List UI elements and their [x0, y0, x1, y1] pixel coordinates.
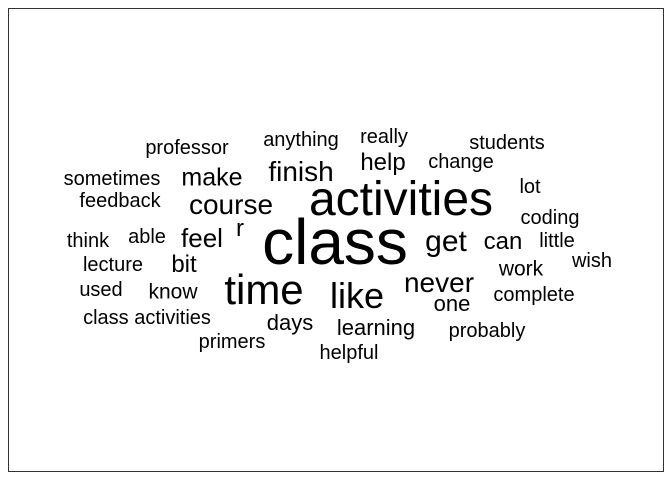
- cloud-word: make: [181, 163, 243, 192]
- cloud-word: used: [79, 279, 123, 301]
- plot-frame: [8, 8, 664, 472]
- cloud-word: get: [425, 225, 467, 258]
- cloud-word: never: [403, 267, 475, 298]
- cloud-word: wish: [571, 250, 613, 272]
- cloud-word: one: [433, 291, 471, 316]
- cloud-word: class: [262, 206, 408, 278]
- cloud-word: sometimes: [63, 168, 161, 190]
- cloud-word: think: [66, 230, 110, 252]
- cloud-word: finish: [268, 156, 334, 187]
- cloud-word: learning: [336, 315, 416, 340]
- cloud-word: little: [539, 230, 575, 252]
- cloud-word: professor: [145, 137, 229, 159]
- cloud-word: time: [224, 266, 304, 313]
- cloud-word: can: [483, 228, 523, 255]
- cloud-word: course: [188, 189, 274, 220]
- cloud-word: days: [266, 310, 314, 335]
- cloud-word: work: [498, 257, 544, 281]
- cloud-word: complete: [493, 284, 575, 306]
- cloud-word: feel: [181, 223, 223, 253]
- cloud-word: primers: [198, 331, 266, 353]
- cloud-word: r: [236, 215, 244, 242]
- cloud-word: anything: [263, 129, 339, 151]
- cloud-word: like: [329, 275, 385, 316]
- cloud-word: class activities: [83, 307, 211, 329]
- cloud-word: feedback: [79, 190, 161, 212]
- cloud-word: able: [128, 226, 166, 248]
- cloud-word: change: [428, 151, 494, 173]
- cloud-word: coding: [520, 207, 580, 229]
- cloud-word: lecture: [82, 254, 144, 276]
- cloud-word: helpful: [319, 342, 379, 364]
- cloud-word: lot: [519, 176, 541, 198]
- cloud-word: bit: [171, 251, 197, 278]
- cloud-word: know: [148, 280, 198, 304]
- cloud-word: really: [360, 126, 408, 148]
- cloud-word: students: [469, 132, 545, 154]
- cloud-word: activities: [308, 173, 494, 226]
- cloud-word: help: [360, 149, 406, 176]
- cloud-word: probably: [448, 320, 526, 342]
